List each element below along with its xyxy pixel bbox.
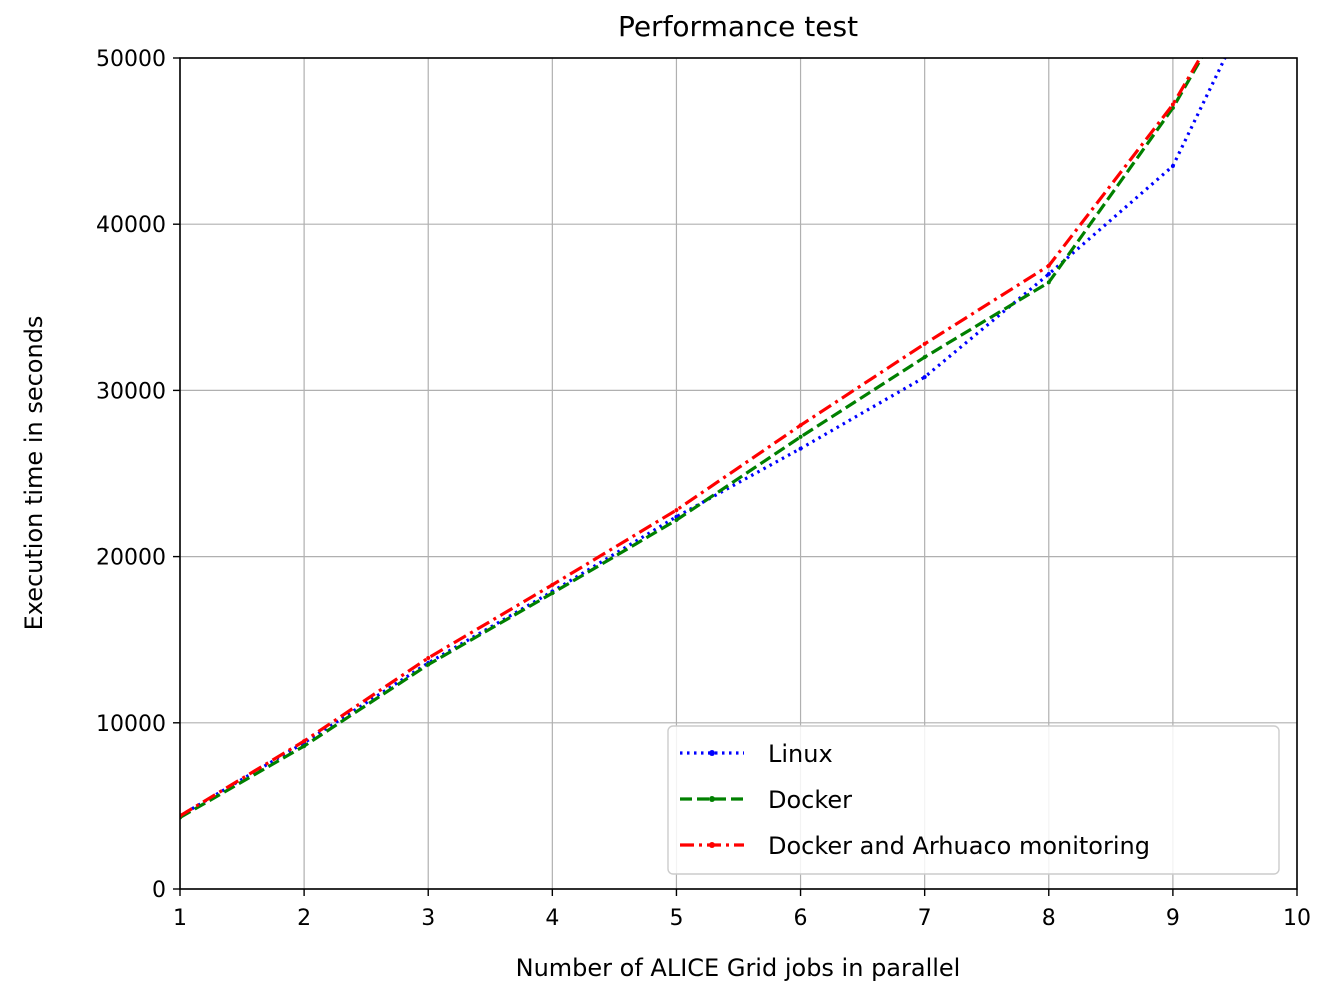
data-point <box>798 434 803 439</box>
data-point <box>922 341 927 346</box>
data-point <box>922 375 927 380</box>
data-point <box>1046 272 1051 277</box>
x-tick-label: 10 <box>1283 906 1311 931</box>
series-docker <box>180 58 1204 820</box>
series-linux <box>180 58 1227 818</box>
data-point <box>550 591 555 596</box>
chart-title: Performance test <box>618 10 858 43</box>
x-tick-label: 2 <box>297 906 311 931</box>
x-tick-label: 7 <box>918 906 932 931</box>
data-point <box>674 518 679 523</box>
data-point <box>426 655 431 660</box>
data-point <box>1170 105 1175 110</box>
data-point <box>798 446 803 451</box>
series-docker-and-arhuaco-monitoring <box>180 58 1202 818</box>
legend: Linux Docker Docker and Arhuaco monitoring <box>667 725 1280 875</box>
legend-marker <box>709 842 715 848</box>
y-tick-label: 30000 <box>96 379 166 404</box>
legend-frame <box>667 725 1280 875</box>
data-point <box>302 744 307 749</box>
legend-item: Linux <box>680 740 833 768</box>
legend-item: Docker and Arhuaco monitoring <box>680 832 1150 860</box>
y-axis-label: Execution time in seconds <box>20 316 48 631</box>
data-point <box>426 662 431 667</box>
x-tick-label: 6 <box>794 906 808 931</box>
data-point <box>1170 164 1175 169</box>
x-tick-label: 5 <box>669 906 683 931</box>
data-point <box>1046 263 1051 268</box>
series-line <box>180 58 1202 818</box>
data-point <box>550 582 555 587</box>
axis-ticks: 1 2 3 4 5 6 7 8 9 10 0 10000 20000 30000 40000 50000 <box>96 47 1311 931</box>
data-point <box>302 739 307 744</box>
legend-label: Linux <box>768 740 833 768</box>
y-tick-label: 10000 <box>96 712 166 737</box>
y-tick-label: 0 <box>152 878 166 903</box>
legend-marker <box>709 796 715 802</box>
x-tick-label: 8 <box>1042 906 1056 931</box>
x-axis-label: Number of ALICE Grid jobs in parallel <box>516 954 961 982</box>
data-point <box>1170 102 1175 107</box>
legend-marker <box>709 750 715 756</box>
series-layer <box>180 58 1227 820</box>
legend-item: Docker <box>680 786 852 814</box>
y-tick-label: 50000 <box>96 47 166 72</box>
series-line <box>180 58 1204 819</box>
legend-label: Docker and Arhuaco monitoring <box>768 832 1150 860</box>
y-tick-label: 20000 <box>96 546 166 571</box>
x-tick-label: 9 <box>1166 906 1180 931</box>
data-point <box>674 508 679 513</box>
legend-label: Docker <box>768 786 852 814</box>
plot-frame <box>179 57 1298 890</box>
x-tick-label: 1 <box>173 906 187 931</box>
data-point <box>798 423 803 428</box>
data-point <box>922 355 927 360</box>
series-line <box>180 58 1227 818</box>
x-tick-label: 3 <box>421 906 435 931</box>
x-tick-label: 4 <box>545 906 559 931</box>
data-point <box>1046 280 1051 285</box>
y-tick-label: 40000 <box>96 213 166 238</box>
